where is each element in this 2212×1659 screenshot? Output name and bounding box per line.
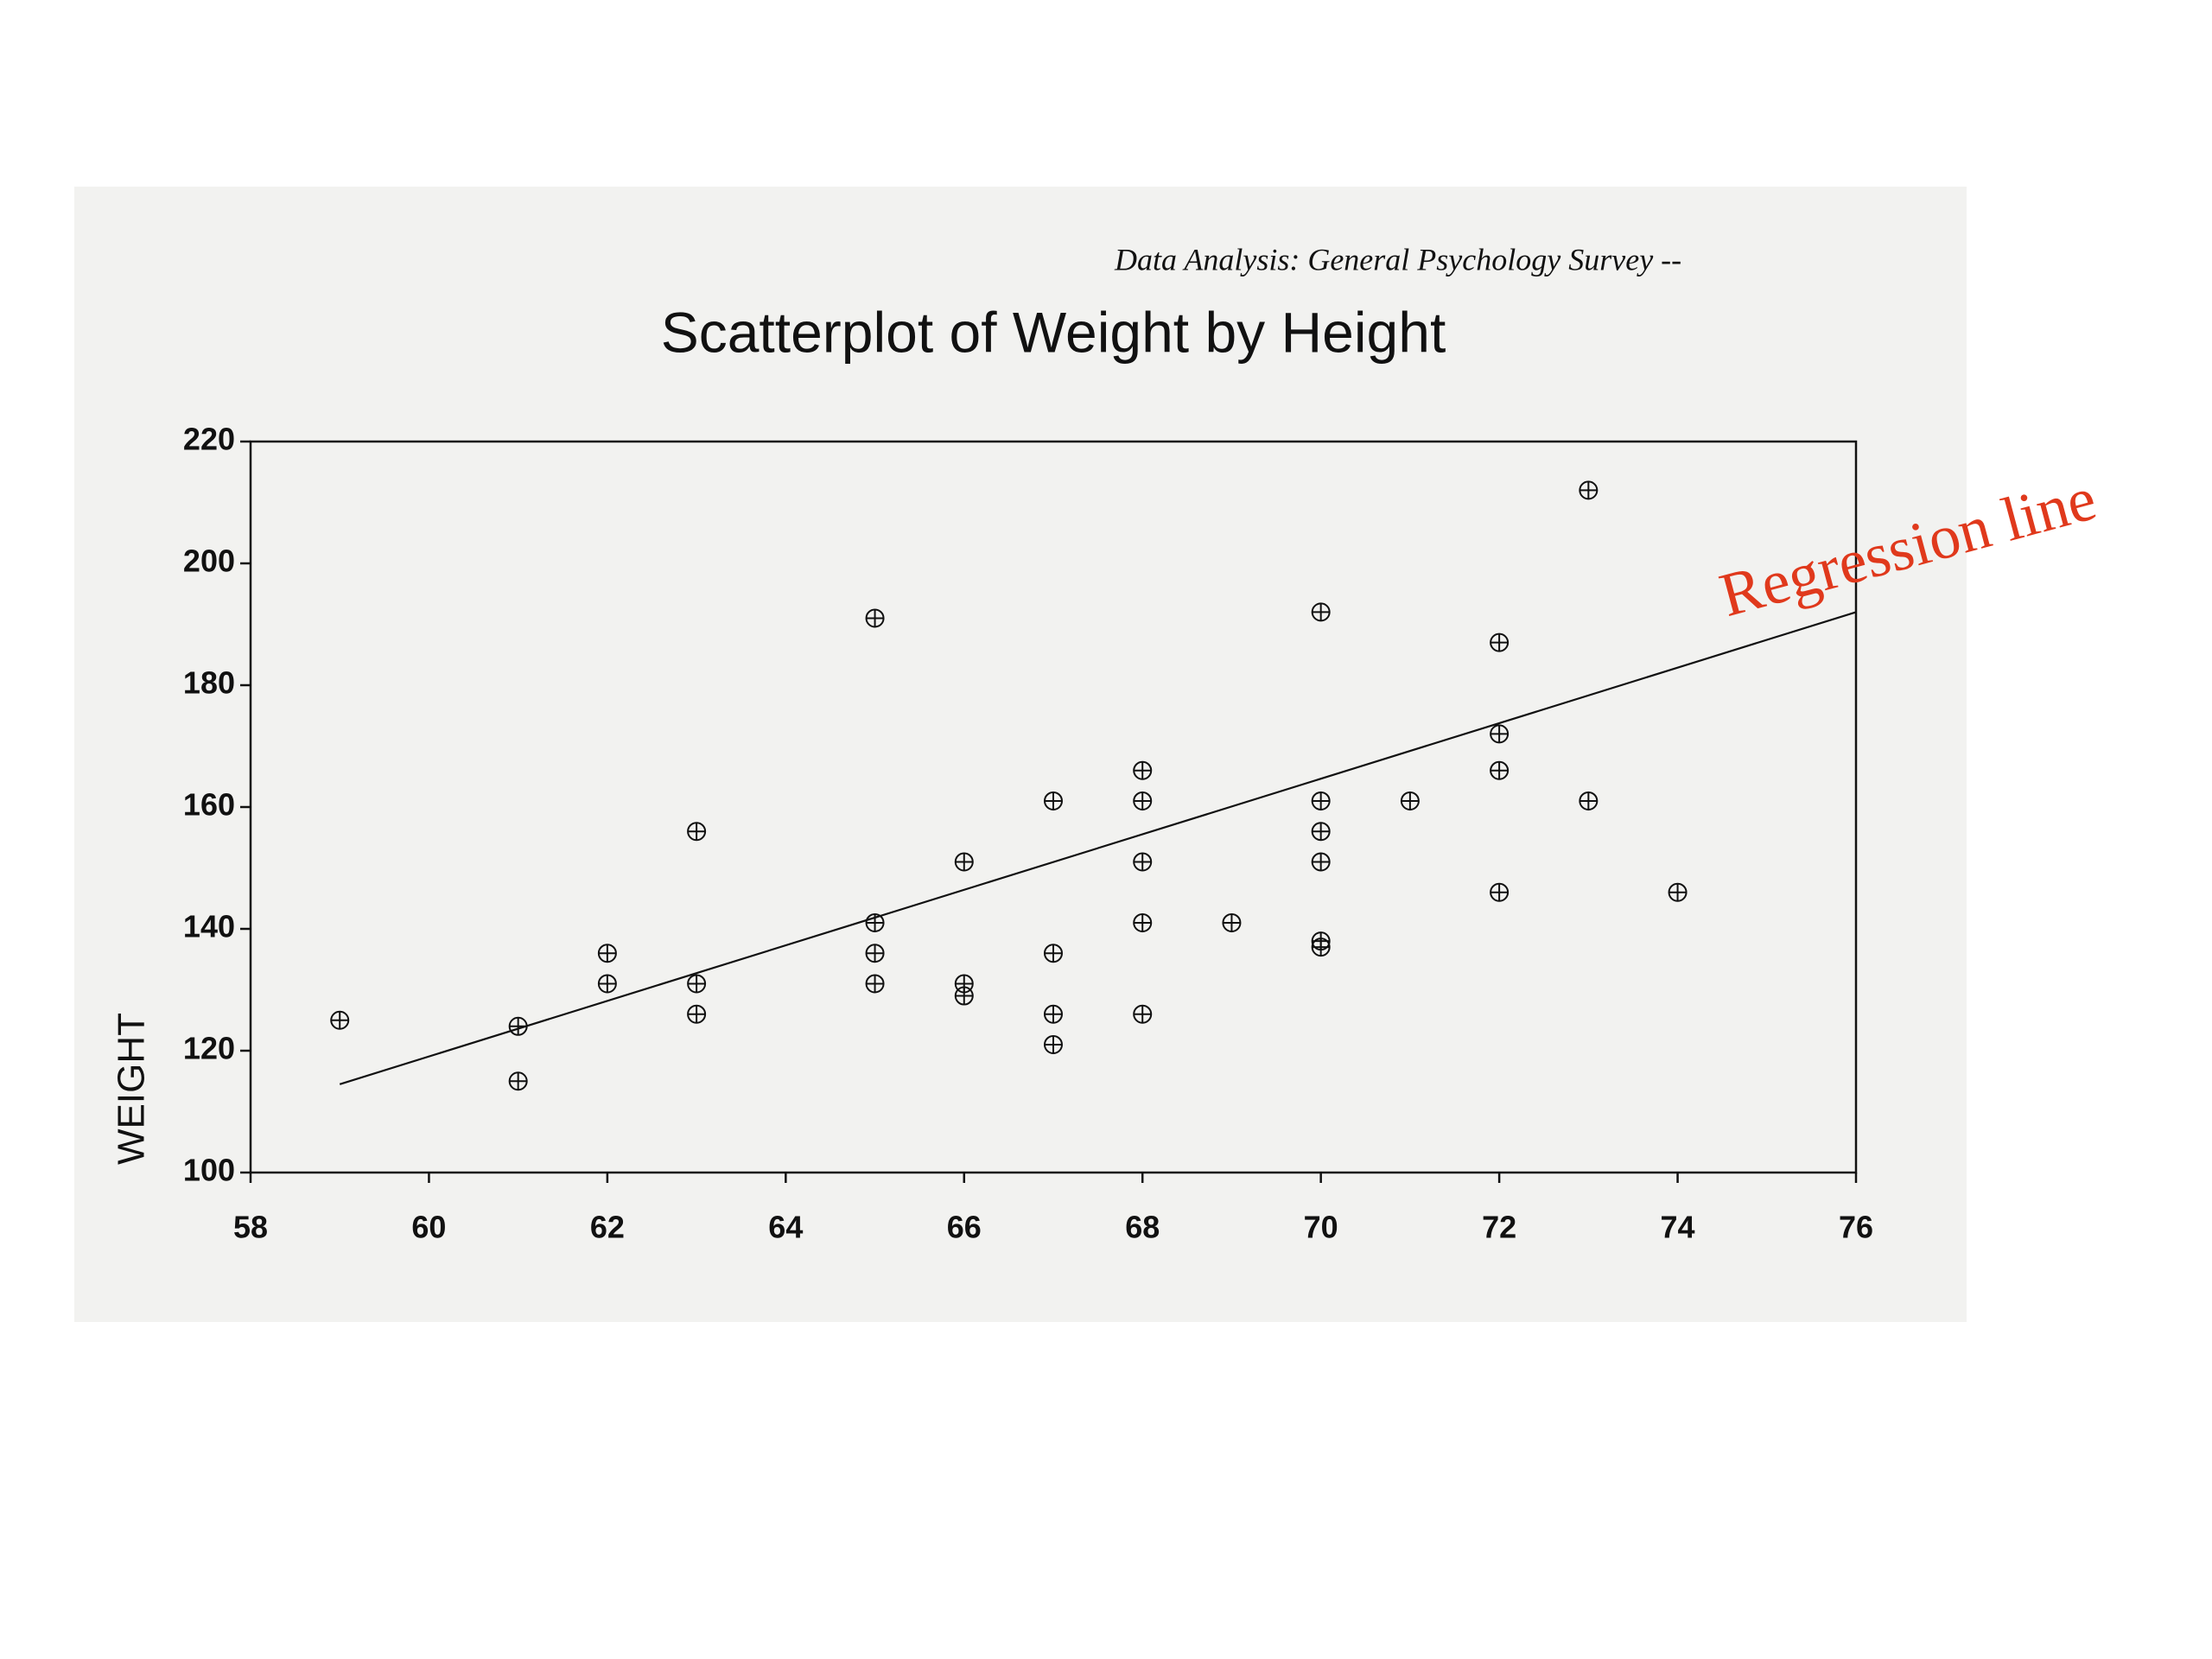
point xyxy=(1579,791,1599,810)
paper xyxy=(74,187,1967,1322)
point xyxy=(1668,882,1688,902)
point xyxy=(954,986,974,1006)
point xyxy=(954,852,974,872)
point xyxy=(1311,822,1331,842)
point xyxy=(1311,938,1331,957)
y-tick-label: 200 xyxy=(183,543,235,579)
point xyxy=(1133,760,1153,780)
point xyxy=(1490,760,1510,780)
x-tick-label: 62 xyxy=(590,1210,625,1245)
y-tick-label: 160 xyxy=(183,787,235,823)
point xyxy=(1133,912,1153,932)
point xyxy=(865,608,885,628)
y-axis-label: WEIGHT xyxy=(111,1013,153,1165)
point xyxy=(1044,944,1063,963)
point xyxy=(1133,852,1153,872)
point xyxy=(1133,791,1153,810)
x-tick-label: 58 xyxy=(233,1210,268,1245)
point xyxy=(687,822,707,842)
point xyxy=(508,1071,528,1091)
point xyxy=(1044,1034,1063,1054)
point xyxy=(1490,724,1510,744)
point xyxy=(865,944,885,963)
point xyxy=(1579,480,1599,500)
point xyxy=(1044,791,1063,810)
x-tick-label: 64 xyxy=(768,1210,803,1245)
x-tick-label: 72 xyxy=(1482,1210,1516,1245)
y-tick-label: 220 xyxy=(183,422,235,457)
point xyxy=(330,1010,350,1030)
header: Data Analysis: General Psychology Survey… xyxy=(1114,242,1681,276)
point xyxy=(687,1004,707,1024)
x-tick-label: 74 xyxy=(1661,1210,1695,1245)
point xyxy=(865,912,885,932)
regression-line xyxy=(339,611,1857,1085)
x-tick-label: 60 xyxy=(411,1210,446,1245)
point xyxy=(687,974,707,994)
y-tick-label: 100 xyxy=(183,1153,235,1188)
point xyxy=(1490,882,1510,902)
point xyxy=(1133,1004,1153,1024)
point xyxy=(865,974,885,994)
x-tick-label: 66 xyxy=(947,1210,982,1245)
y-tick-label: 120 xyxy=(183,1031,235,1066)
point xyxy=(1311,852,1331,872)
point xyxy=(1044,1004,1063,1024)
x-tick-label: 68 xyxy=(1125,1210,1160,1245)
y-tick-label: 140 xyxy=(183,909,235,944)
point xyxy=(1400,791,1420,810)
point xyxy=(508,1016,528,1036)
y-tick-label: 180 xyxy=(183,665,235,701)
chart-title: Scatterplot of Weight by Height xyxy=(661,300,1446,364)
point xyxy=(597,944,617,963)
point xyxy=(1311,791,1331,810)
point xyxy=(597,974,617,994)
point xyxy=(1222,912,1242,932)
point xyxy=(1490,632,1510,652)
point xyxy=(1311,602,1331,622)
x-tick-label: 76 xyxy=(1839,1210,1873,1245)
x-tick-label: 70 xyxy=(1304,1210,1338,1245)
